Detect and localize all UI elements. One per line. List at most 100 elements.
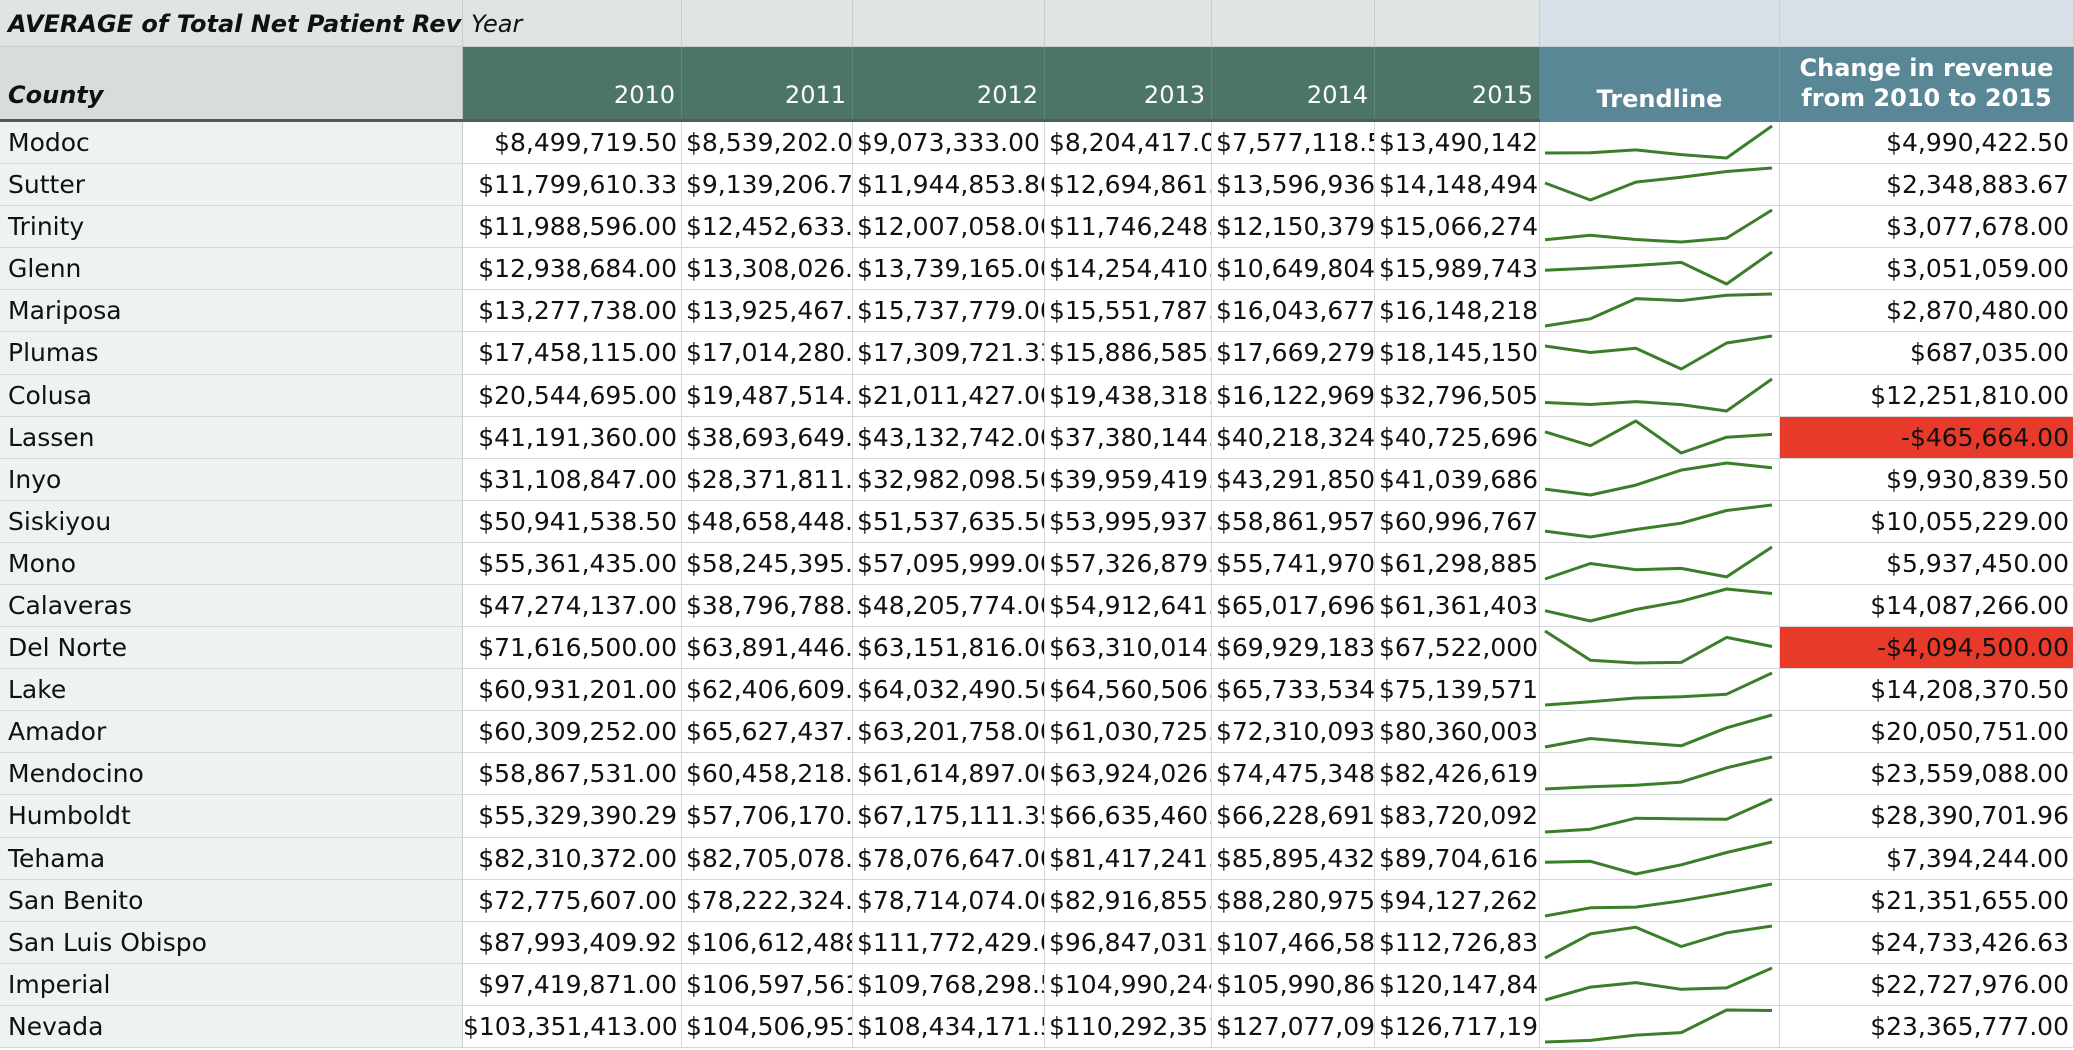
revenue-cell-2015[interactable]: $18,145,150.00 xyxy=(1375,332,1540,375)
county-cell[interactable]: Lake xyxy=(0,669,463,711)
county-cell[interactable]: Plumas xyxy=(0,332,463,375)
revenue-cell-2014[interactable]: $74,475,348.00 xyxy=(1212,753,1375,795)
revenue-cell-2012[interactable]: $61,614,897.00 xyxy=(853,753,1045,795)
revenue-cell-2015[interactable]: $89,704,616.00 xyxy=(1375,838,1540,880)
revenue-cell-2014[interactable]: $85,895,432.00 xyxy=(1212,838,1375,880)
change-cell[interactable]: $20,050,751.00 xyxy=(1780,711,2074,753)
county-cell[interactable]: Trinity xyxy=(0,206,463,248)
revenue-cell-2015[interactable]: $61,298,885.00 xyxy=(1375,543,1540,585)
revenue-cell-2011[interactable]: $62,406,609.00 xyxy=(682,669,853,711)
revenue-cell-2013[interactable]: $96,847,031.00 xyxy=(1045,922,1212,964)
revenue-cell-2011[interactable]: $38,693,649.00 xyxy=(682,417,853,459)
revenue-cell-2010[interactable]: $71,616,500.00 xyxy=(463,627,682,669)
negative-change-cell[interactable]: -$4,094,500.00 xyxy=(1780,627,2074,669)
revenue-cell-2015[interactable]: $94,127,262.00 xyxy=(1375,880,1540,922)
county-cell[interactable]: Colusa xyxy=(0,375,463,417)
revenue-cell-2010[interactable]: $31,108,847.00 xyxy=(463,459,682,501)
county-cell[interactable]: Lassen xyxy=(0,417,463,459)
revenue-cell-2014[interactable]: $12,150,379.00 xyxy=(1212,206,1375,248)
revenue-cell-2013[interactable]: $12,694,861.00 xyxy=(1045,164,1212,206)
year-column-header-2011[interactable]: 2011 xyxy=(682,47,853,122)
revenue-cell-2012[interactable]: $48,205,774.00 xyxy=(853,585,1045,627)
year-column-header-2015[interactable]: 2015 xyxy=(1375,47,1540,122)
revenue-cell-2014[interactable]: $65,017,696.00 xyxy=(1212,585,1375,627)
revenue-cell-2011[interactable]: $58,245,395.00 xyxy=(682,543,853,585)
change-cell[interactable]: $12,251,810.00 xyxy=(1780,375,2074,417)
change-cell[interactable]: $24,733,426.63 xyxy=(1780,922,2074,964)
sparkline-cell[interactable] xyxy=(1540,543,1780,585)
revenue-cell-2011[interactable]: $19,487,514.00 xyxy=(682,375,853,417)
revenue-cell-2010[interactable]: $60,931,201.00 xyxy=(463,669,682,711)
county-cell[interactable]: Tehama xyxy=(0,838,463,880)
sparkline-cell[interactable] xyxy=(1540,585,1780,627)
year-field-label[interactable]: Year xyxy=(463,0,682,47)
header-empty-cell[interactable] xyxy=(682,0,853,47)
revenue-cell-2014[interactable]: $88,280,975.00 xyxy=(1212,880,1375,922)
county-cell[interactable]: Imperial xyxy=(0,964,463,1006)
revenue-cell-2012[interactable]: $108,434,171.50 xyxy=(853,1006,1045,1048)
revenue-cell-2015[interactable]: $60,996,767.00 xyxy=(1375,501,1540,543)
change-cell[interactable]: $14,208,370.50 xyxy=(1780,669,2074,711)
revenue-cell-2012[interactable]: $63,201,758.00 xyxy=(853,711,1045,753)
sparkline-cell[interactable] xyxy=(1540,627,1780,669)
change-cell[interactable]: $2,870,480.00 xyxy=(1780,290,2074,332)
revenue-cell-2014[interactable]: $10,649,804.00 xyxy=(1212,248,1375,290)
revenue-cell-2012[interactable]: $9,073,333.00 xyxy=(853,122,1045,164)
revenue-cell-2012[interactable]: $111,772,429.00 xyxy=(853,922,1045,964)
revenue-cell-2013[interactable]: $61,030,725.00 xyxy=(1045,711,1212,753)
revenue-cell-2015[interactable]: $41,039,686.00 xyxy=(1375,459,1540,501)
revenue-cell-2014[interactable]: $17,669,279.00 xyxy=(1212,332,1375,375)
revenue-cell-2012[interactable]: $11,944,853.80 xyxy=(853,164,1045,206)
revenue-cell-2014[interactable]: $65,733,534.00 xyxy=(1212,669,1375,711)
revenue-cell-2015[interactable]: $67,522,000.00 xyxy=(1375,627,1540,669)
county-cell[interactable]: Modoc xyxy=(0,122,463,164)
header-empty-cell[interactable] xyxy=(1780,0,2074,47)
revenue-cell-2014[interactable]: $40,218,324.00 xyxy=(1212,417,1375,459)
revenue-cell-2011[interactable]: $65,627,437.00 xyxy=(682,711,853,753)
revenue-cell-2012[interactable]: $51,537,635.50 xyxy=(853,501,1045,543)
sparkline-cell[interactable] xyxy=(1540,838,1780,880)
change-cell[interactable]: $22,727,976.00 xyxy=(1780,964,2074,1006)
change-cell[interactable]: $4,990,422.50 xyxy=(1780,122,2074,164)
revenue-cell-2013[interactable]: $53,995,937.00 xyxy=(1045,501,1212,543)
revenue-cell-2010[interactable]: $58,867,531.00 xyxy=(463,753,682,795)
county-cell[interactable]: Del Norte xyxy=(0,627,463,669)
year-column-header-2012[interactable]: 2012 xyxy=(853,47,1045,122)
change-cell[interactable]: $9,930,839.50 xyxy=(1780,459,2074,501)
revenue-cell-2011[interactable]: $8,539,202.00 xyxy=(682,122,853,164)
revenue-cell-2010[interactable]: $50,941,538.50 xyxy=(463,501,682,543)
revenue-cell-2015[interactable]: $112,726,836.00 xyxy=(1375,922,1540,964)
revenue-cell-2014[interactable]: $55,741,970.00 xyxy=(1212,543,1375,585)
county-cell[interactable]: Nevada xyxy=(0,1006,463,1048)
sparkline-cell[interactable] xyxy=(1540,459,1780,501)
change-cell[interactable]: $28,390,701.96 xyxy=(1780,795,2074,838)
revenue-cell-2011[interactable]: $17,014,280.33 xyxy=(682,332,853,375)
revenue-cell-2011[interactable]: $57,706,170.25 xyxy=(682,795,853,838)
year-column-header-2010[interactable]: 2010 xyxy=(463,47,682,122)
revenue-cell-2012[interactable]: $15,737,779.00 xyxy=(853,290,1045,332)
revenue-cell-2013[interactable]: $64,560,506.00 xyxy=(1045,669,1212,711)
revenue-cell-2013[interactable]: $57,326,879.00 xyxy=(1045,543,1212,585)
revenue-cell-2011[interactable]: $106,597,561.00 xyxy=(682,964,853,1006)
revenue-cell-2013[interactable]: $11,746,248.00 xyxy=(1045,206,1212,248)
revenue-cell-2015[interactable]: $14,148,494.00 xyxy=(1375,164,1540,206)
header-empty-cell[interactable] xyxy=(1045,0,1212,47)
revenue-cell-2012[interactable]: $17,309,721.33 xyxy=(853,332,1045,375)
change-cell[interactable]: $21,351,655.00 xyxy=(1780,880,2074,922)
revenue-cell-2015[interactable]: $120,147,847.00 xyxy=(1375,964,1540,1006)
change-cell[interactable]: $3,077,678.00 xyxy=(1780,206,2074,248)
pivot-value-label[interactable]: AVERAGE of Total Net Patient Rev xyxy=(0,0,463,47)
revenue-cell-2010[interactable]: $55,361,435.00 xyxy=(463,543,682,585)
revenue-cell-2014[interactable]: $72,310,093.00 xyxy=(1212,711,1375,753)
revenue-cell-2014[interactable]: $16,043,677.00 xyxy=(1212,290,1375,332)
county-cell[interactable]: Mendocino xyxy=(0,753,463,795)
revenue-cell-2010[interactable]: $8,499,719.50 xyxy=(463,122,682,164)
revenue-cell-2012[interactable]: $109,768,298.50 xyxy=(853,964,1045,1006)
change-column-header[interactable]: Change in revenue from 2010 to 2015 xyxy=(1780,47,2074,122)
revenue-cell-2014[interactable]: $13,596,936.00 xyxy=(1212,164,1375,206)
revenue-cell-2012[interactable]: $12,007,058.00 xyxy=(853,206,1045,248)
revenue-cell-2013[interactable]: $19,438,318.00 xyxy=(1045,375,1212,417)
year-column-header-2013[interactable]: 2013 xyxy=(1045,47,1212,122)
revenue-cell-2012[interactable]: $67,175,111.35 xyxy=(853,795,1045,838)
sparkline-cell[interactable] xyxy=(1540,669,1780,711)
